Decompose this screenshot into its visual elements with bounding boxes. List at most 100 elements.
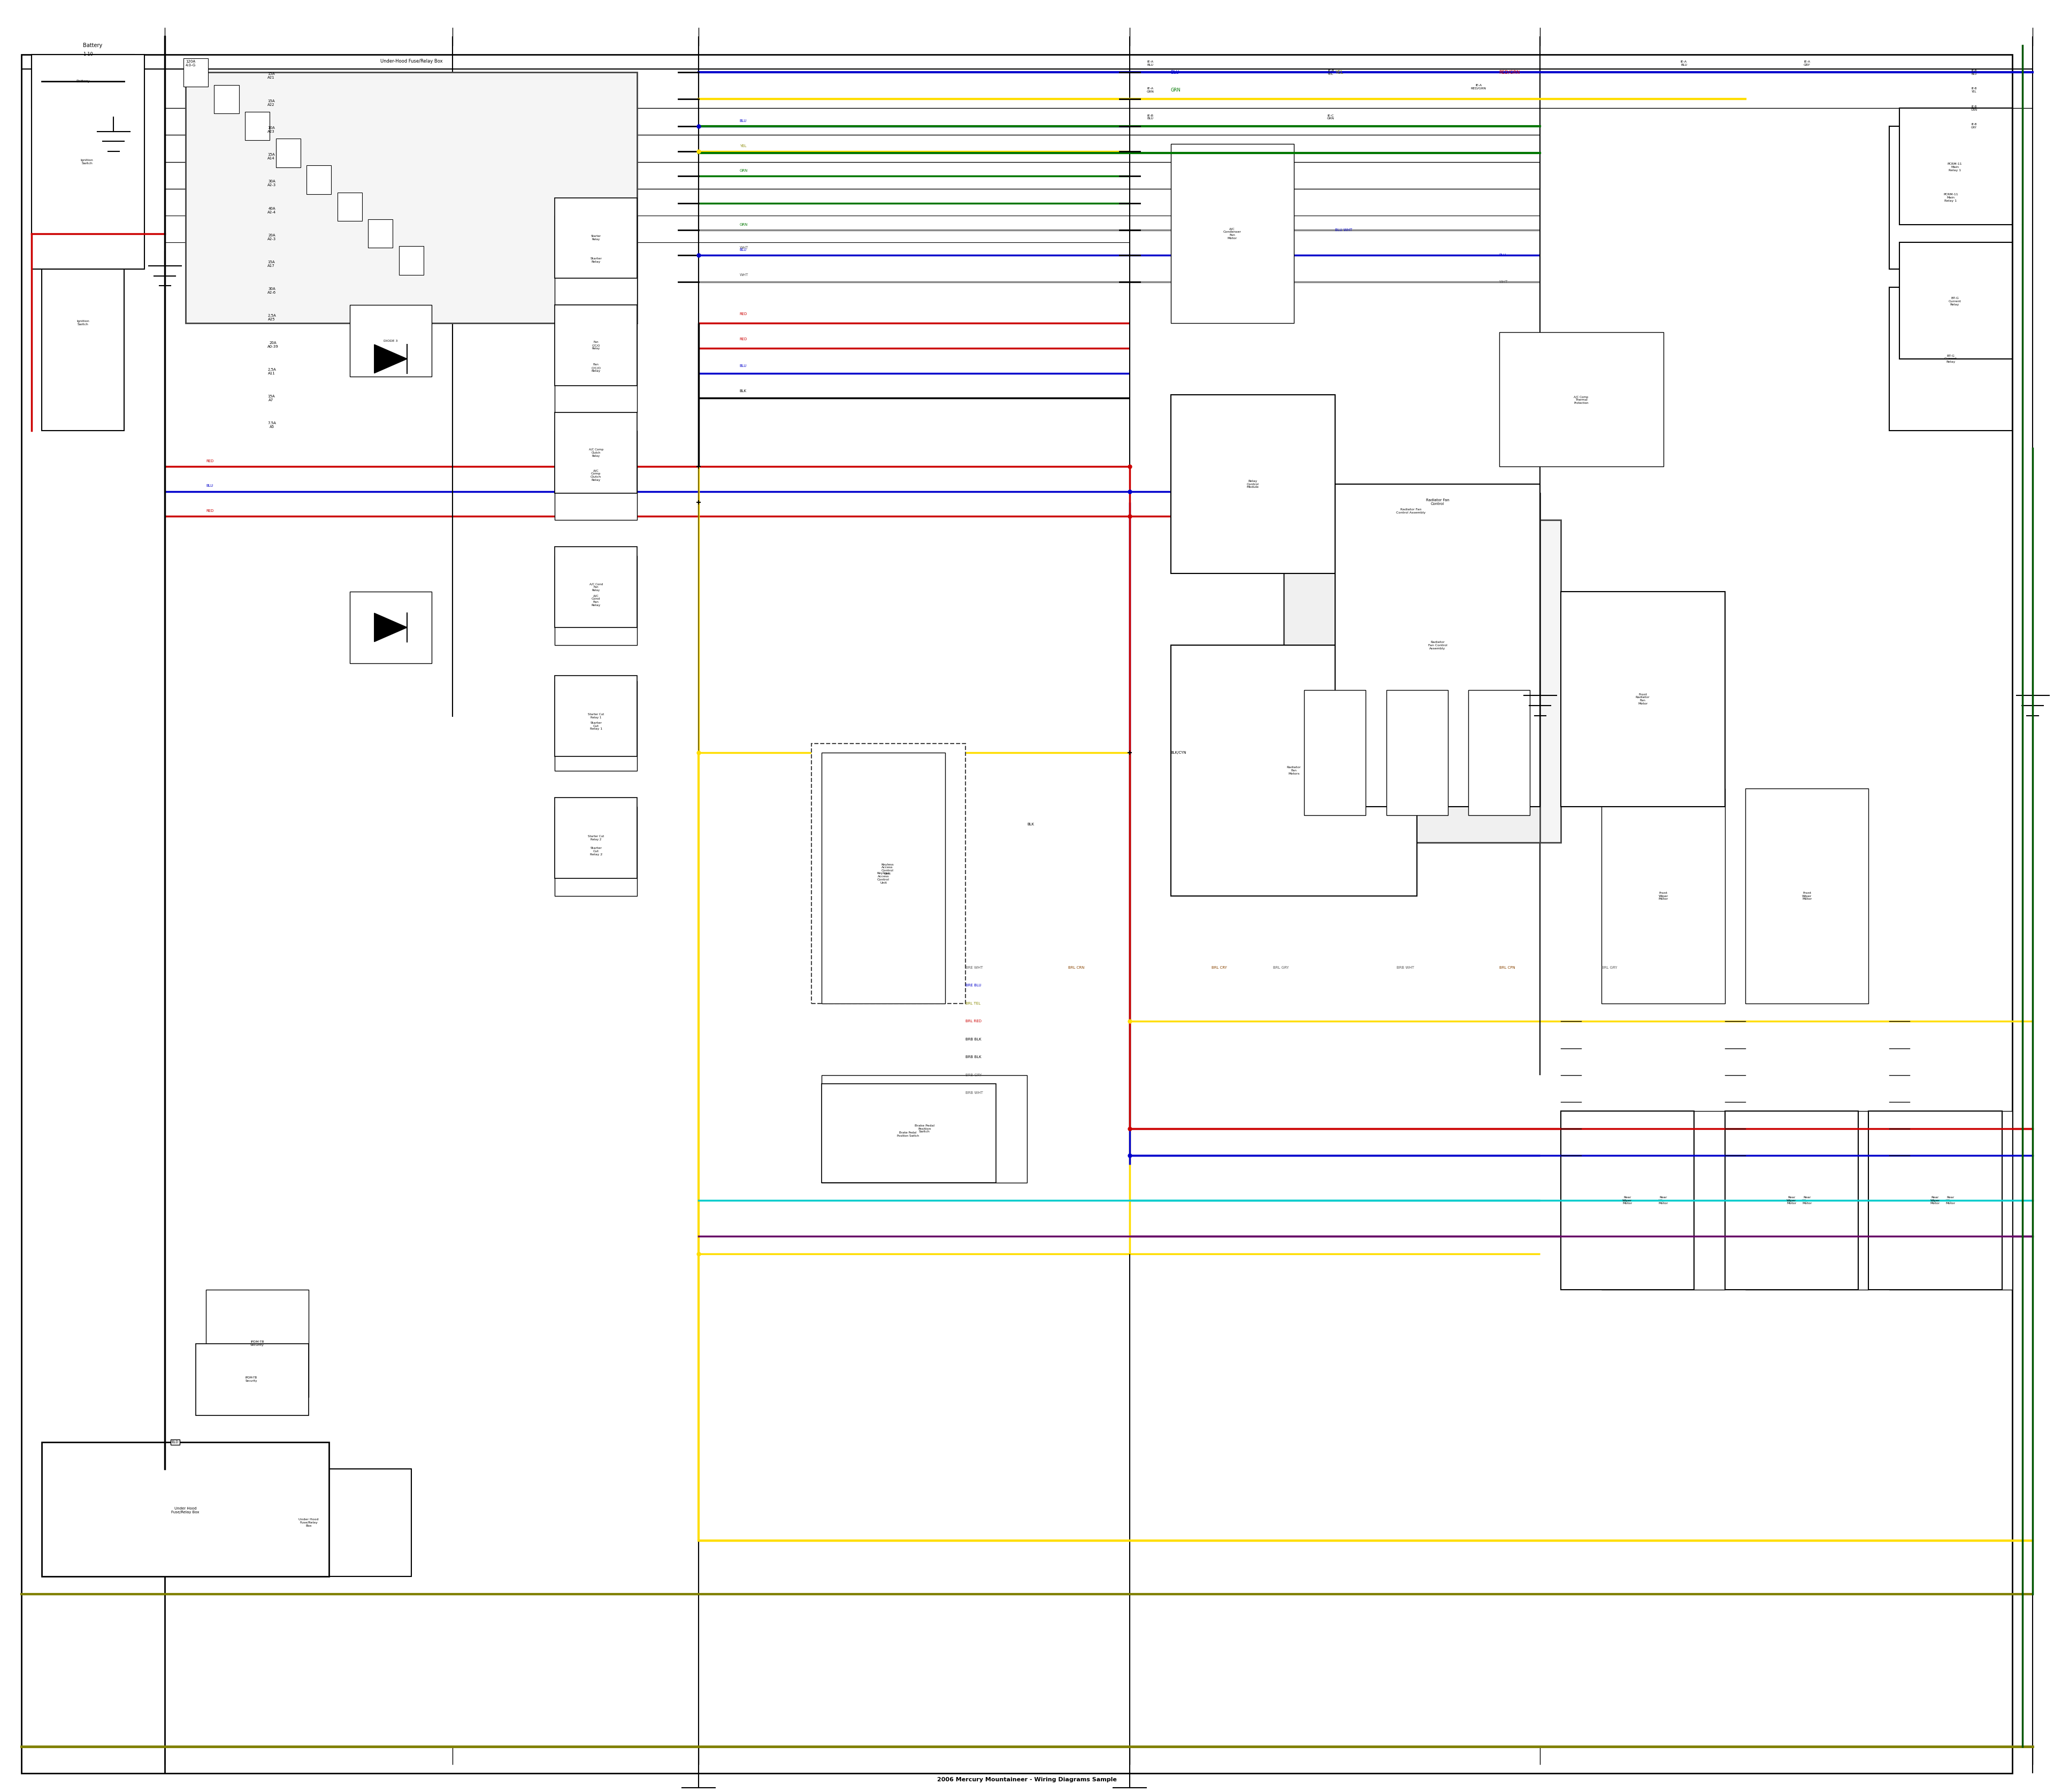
- Text: RED: RED: [739, 312, 748, 315]
- Bar: [349, 591, 431, 663]
- Bar: [349, 305, 431, 376]
- Bar: [368, 219, 392, 247]
- Text: 15A
A17: 15A A17: [267, 260, 275, 267]
- Bar: [1284, 493, 1540, 842]
- Bar: [1602, 1111, 1725, 1290]
- Text: 10A
A23: 10A A23: [267, 125, 275, 133]
- Text: Rear
Wiper
Motor: Rear Wiper Motor: [1931, 1195, 1941, 1204]
- Bar: [1335, 484, 1540, 806]
- Bar: [1725, 1111, 1859, 1290]
- Text: IE-B
YEL: IE-B YEL: [1327, 70, 1333, 75]
- Text: Starter
Cut
Relay 2: Starter Cut Relay 2: [589, 848, 602, 855]
- Text: Rear
Wiper
Motor: Rear Wiper Motor: [1787, 1195, 1797, 1204]
- Text: RED/GRN: RED/GRN: [1499, 70, 1520, 75]
- Text: Keyless
Access
Control
Unit: Keyless Access Control Unit: [881, 864, 893, 874]
- Text: BRL RED: BRL RED: [965, 1020, 982, 1023]
- Bar: [822, 753, 945, 1004]
- Text: Fan
C/C/O
Relay: Fan C/C/O Relay: [592, 364, 600, 373]
- Text: Front
Wiper
Motor: Front Wiper Motor: [1801, 892, 1812, 900]
- Text: Under Hood
Fuse/Relay Box: Under Hood Fuse/Relay Box: [170, 1507, 199, 1514]
- Text: IE-B
GRN: IE-B GRN: [1972, 106, 1978, 111]
- Text: 15A
A22: 15A A22: [267, 99, 275, 106]
- Text: RED: RED: [205, 509, 214, 513]
- Text: BLU WHT: BLU WHT: [1335, 228, 1352, 231]
- Text: IE-B
BLU: IE-B BLU: [1146, 115, 1154, 120]
- Text: Keyless
Access
Control
Unit: Keyless Access Control Unit: [877, 873, 889, 883]
- Text: Starter
Relay: Starter Relay: [592, 235, 602, 240]
- Text: 2.5A
A25: 2.5A A25: [267, 314, 275, 321]
- Text: Under-Hood Fuse/Relay Box: Under-Hood Fuse/Relay Box: [380, 59, 442, 63]
- Bar: [555, 430, 637, 520]
- Text: BRL TEL: BRL TEL: [965, 1002, 980, 1005]
- Bar: [555, 797, 637, 878]
- Text: 30A
A2-6: 30A A2-6: [267, 287, 275, 294]
- Text: BRE BLU: BRE BLU: [965, 984, 982, 987]
- Text: 40A
A2-4: 40A A2-4: [267, 206, 275, 213]
- Text: IE-B
BLU: IE-B BLU: [1972, 70, 1976, 75]
- Text: BRB BLK: BRB BLK: [965, 1038, 982, 1041]
- Bar: [1469, 690, 1530, 815]
- Bar: [1900, 108, 2013, 224]
- Text: Starter Cut
Relay 1: Starter Cut Relay 1: [587, 713, 604, 719]
- Text: IPDM-TB
Security: IPDM-TB Security: [251, 1340, 265, 1346]
- Bar: [31, 54, 134, 108]
- Bar: [337, 192, 362, 220]
- Text: PCRM-11
Main
Relay 1: PCRM-11 Main Relay 1: [1943, 194, 1957, 202]
- Text: 30A
A2-3: 30A A2-3: [267, 179, 275, 186]
- Text: 20A
A0-39: 20A A0-39: [267, 340, 279, 348]
- Text: BRL GRY: BRL GRY: [1273, 966, 1290, 969]
- Text: IE-B
YEL: IE-B YEL: [1972, 88, 1976, 93]
- Text: BLU: BLU: [739, 364, 748, 367]
- Text: Brake Pedal
Position
Switch: Brake Pedal Position Switch: [914, 1124, 935, 1133]
- Text: Ignition
Switch: Ignition Switch: [76, 321, 88, 326]
- Text: Starter Cut
Relay 2: Starter Cut Relay 2: [587, 835, 604, 840]
- Text: Radiator
Fan
Motors: Radiator Fan Motors: [1286, 767, 1300, 776]
- Text: 2006 Mercury Mountaineer - Wiring Diagrams Sample: 2006 Mercury Mountaineer - Wiring Diagra…: [937, 1778, 1117, 1783]
- Text: GRN: GRN: [739, 222, 748, 226]
- Text: BLK: BLK: [1027, 823, 1033, 826]
- Bar: [555, 681, 637, 771]
- Text: A/C Comp
Thermal
Protection: A/C Comp Thermal Protection: [1573, 396, 1588, 405]
- Bar: [183, 57, 207, 86]
- Bar: [555, 305, 637, 385]
- Text: WHT: WHT: [739, 246, 748, 249]
- Bar: [1315, 520, 1561, 842]
- Bar: [31, 54, 144, 269]
- Bar: [822, 1084, 996, 1183]
- Text: BLU: BLU: [739, 247, 748, 251]
- Text: Rear
Wiper
Motor: Rear Wiper Motor: [1623, 1195, 1633, 1204]
- Bar: [1561, 591, 1725, 806]
- Text: IE-C
GRN: IE-C GRN: [1327, 115, 1335, 120]
- Bar: [205, 1290, 308, 1398]
- Text: BRE WHT: BRE WHT: [965, 966, 982, 969]
- Text: BLU: BLU: [1171, 70, 1179, 75]
- Text: 15A
A21: 15A A21: [267, 72, 275, 79]
- Text: YEL: YEL: [739, 143, 746, 147]
- Bar: [555, 323, 637, 412]
- Text: Front
Radiator
Fan
Motor: Front Radiator Fan Motor: [1635, 694, 1649, 704]
- Bar: [195, 1344, 308, 1416]
- Text: 15A
A7: 15A A7: [267, 394, 275, 401]
- Text: IE-A
BLU: IE-A BLU: [1146, 61, 1154, 66]
- Text: YEL: YEL: [1335, 70, 1343, 75]
- Text: DIODE 3: DIODE 3: [384, 340, 398, 342]
- Text: BRB BLK: BRB BLK: [965, 1055, 982, 1059]
- Text: BRL CRY: BRL CRY: [1212, 966, 1226, 969]
- Polygon shape: [374, 344, 407, 373]
- Text: Radiator
Fan Control
Assembly: Radiator Fan Control Assembly: [1428, 642, 1448, 650]
- Bar: [555, 556, 637, 645]
- Bar: [1499, 332, 1664, 466]
- Text: A/C Comp
Clutch
Relay: A/C Comp Clutch Relay: [589, 448, 604, 457]
- Bar: [205, 1469, 411, 1577]
- Bar: [555, 806, 637, 896]
- Text: 20A
A2-3: 20A A2-3: [267, 233, 275, 240]
- Text: Ignition
Switch: Ignition Switch: [80, 159, 92, 165]
- Bar: [555, 215, 637, 305]
- Text: Rear
Wiper
Motor: Rear Wiper Motor: [1945, 1195, 1955, 1204]
- Text: BRL CPN: BRL CPN: [1499, 966, 1516, 969]
- Text: Fan
C/C/O
Relay: Fan C/C/O Relay: [592, 340, 600, 349]
- Bar: [185, 72, 637, 323]
- Text: Relay
Control
Module: Relay Control Module: [1247, 480, 1259, 489]
- Text: IPDM-TB
Security: IPDM-TB Security: [244, 1376, 257, 1382]
- Text: 120A
4.0-G: 120A 4.0-G: [185, 59, 195, 66]
